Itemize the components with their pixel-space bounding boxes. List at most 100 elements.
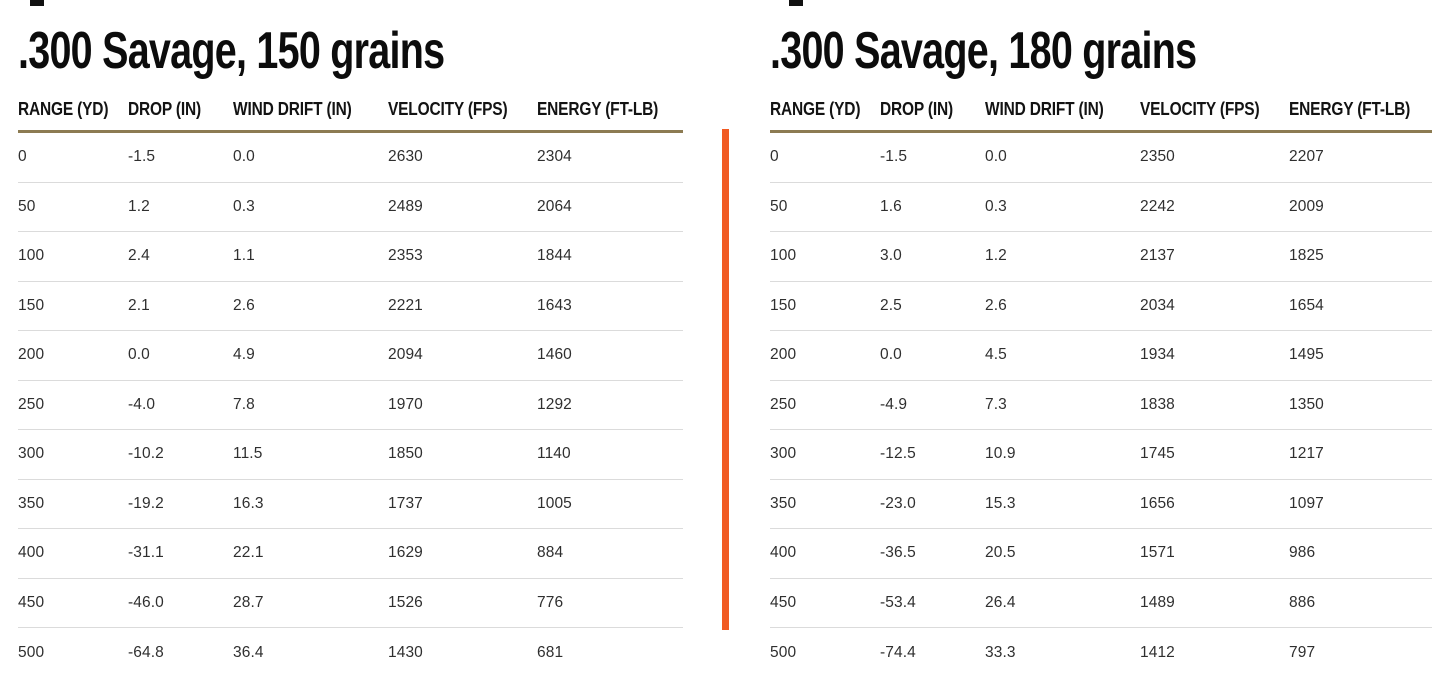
column-header: RANGE (YD)	[18, 99, 109, 119]
table-cell: 50	[18, 197, 36, 215]
table-cell: -36.5	[880, 544, 916, 562]
column-header: ENERGY (FT-LB)	[1289, 99, 1411, 119]
table-cell: 0	[18, 148, 27, 166]
table-cell: 1656	[1140, 494, 1175, 512]
cropped-element-remnant	[30, 0, 44, 6]
column-header: VELOCITY (FPS)	[1140, 99, 1260, 119]
table-cell: 2.6	[985, 296, 1007, 314]
table-cell: 100	[18, 247, 45, 265]
table-cell: 250	[18, 395, 45, 413]
table-row: 150 2.5 2.6 2034 1654	[770, 282, 1432, 331]
table-cell: 2137	[1140, 247, 1175, 265]
table-cell: 2630	[388, 148, 423, 166]
table-cell: 4.5	[985, 346, 1007, 364]
table-cell: 2.5	[880, 296, 902, 314]
table-cell: 2207	[1289, 148, 1324, 166]
table-cell: 1737	[388, 494, 423, 512]
column-header: WIND DRIFT (IN)	[985, 99, 1104, 119]
table-cell: 1097	[1289, 494, 1324, 512]
table-body: 0 -1.5 0.0 2350 2207 50 1.6 0.3 2242 2009 100 3.0 1.…	[770, 133, 1432, 678]
table-cell: 100	[770, 247, 797, 265]
table-row: 0 -1.5 0.0 2350 2207	[770, 133, 1432, 183]
table-row: 400 -36.5 20.5 1571 986	[770, 529, 1432, 579]
table-cell: 2.4	[128, 247, 150, 265]
table-cell: 1571	[1140, 544, 1175, 562]
table-cell: 0.0	[128, 346, 150, 364]
table-row: 450 -53.4 26.4 1489 886	[770, 579, 1432, 628]
table-cell: 150	[770, 296, 797, 314]
table-cell: 50	[770, 197, 788, 215]
table-cell: -53.4	[880, 593, 916, 611]
table-row: 400 -31.1 22.1 1629 884	[18, 529, 683, 579]
table-row: 200 0.0 4.5 1934 1495	[770, 331, 1432, 381]
table-row: 500 -74.4 33.3 1412 797	[770, 628, 1432, 678]
table-cell: -74.4	[880, 643, 916, 661]
table-cell: 450	[770, 593, 797, 611]
table-row: 350 -23.0 15.3 1656 1097	[770, 480, 1432, 529]
table-cell: -4.0	[128, 395, 156, 413]
table-cell: 10.9	[985, 445, 1016, 463]
table-cell: 1629	[388, 544, 423, 562]
table-cell: 0.3	[233, 197, 255, 215]
table-cell: 1850	[388, 445, 423, 463]
table-cell: 11.5	[233, 445, 263, 463]
table-cell: 1844	[537, 247, 572, 265]
table-row: 100 2.4 1.1 2353 1844	[18, 232, 683, 282]
table-cell: 2221	[388, 296, 423, 314]
table-cell: 1460	[537, 346, 572, 364]
table-cell: 4.9	[233, 346, 255, 364]
table-cell: 450	[18, 593, 45, 611]
table-header-row: RANGE (YD) DROP (IN) WIND DRIFT (IN) VELOCI…	[770, 100, 1432, 133]
table-row: 250 -4.9 7.3 1838 1350	[770, 381, 1432, 430]
table-cell: 350	[18, 494, 45, 512]
table-cell: 986	[1289, 544, 1316, 562]
table-cell: 0.0	[880, 346, 902, 364]
table-row: 450 -46.0 28.7 1526 776	[18, 579, 683, 628]
table-cell: 20.5	[985, 544, 1016, 562]
table-title-180-grains: .300 Savage, 180 grains	[770, 22, 1197, 80]
table-cell: 0	[770, 148, 779, 166]
table-cell: 2353	[388, 247, 423, 265]
table-row: 300 -12.5 10.9 1745 1217	[770, 430, 1432, 480]
table-cell: 15.3	[985, 494, 1016, 512]
table-row: 50 1.2 0.3 2489 2064	[18, 183, 683, 232]
table-cell: -4.9	[880, 395, 908, 413]
table-cell: -1.5	[880, 148, 908, 166]
table-cell: 350	[770, 494, 797, 512]
table-cell: 776	[537, 593, 564, 611]
table-cell: 7.3	[985, 395, 1007, 413]
table-cell: 1654	[1289, 296, 1324, 314]
table-cell: 1.6	[880, 197, 902, 215]
table-cell: 1.1	[233, 247, 255, 265]
table-body: 0 -1.5 0.0 2630 2304 50 1.2 0.3 2489 2064 100 2.4 1.…	[18, 133, 683, 678]
table-cell: -64.8	[128, 643, 164, 661]
table-cell: 200	[770, 346, 797, 364]
table-cell: -1.5	[128, 148, 156, 166]
table-cell: 7.8	[233, 395, 255, 413]
table-cell: 36.4	[233, 643, 264, 661]
table-cell: 886	[1289, 593, 1316, 611]
table-cell: 797	[1289, 643, 1316, 661]
table-cell: 0.0	[233, 148, 255, 166]
column-header: DROP (IN)	[128, 99, 201, 119]
column-header: DROP (IN)	[880, 99, 953, 119]
table-cell: 0.3	[985, 197, 1007, 215]
table-row: 50 1.6 0.3 2242 2009	[770, 183, 1432, 232]
table-row: 250 -4.0 7.8 1970 1292	[18, 381, 683, 430]
table-cell: -12.5	[880, 445, 916, 463]
table-cell: 1292	[537, 395, 572, 413]
column-header: VELOCITY (FPS)	[388, 99, 508, 119]
table-row: 0 -1.5 0.0 2630 2304	[18, 133, 683, 183]
table-cell: 2.1	[128, 296, 150, 314]
table-cell: 300	[770, 445, 797, 463]
table-row: 150 2.1 2.6 2221 1643	[18, 282, 683, 331]
table-cell: 22.1	[233, 544, 264, 562]
table-section-180-grains: .300 Savage, 180 grains RANGE (YD) DROP (…	[770, 0, 1432, 678]
table-cell: 681	[537, 643, 564, 661]
table-cell: 1489	[1140, 593, 1175, 611]
table-cell: -19.2	[128, 494, 164, 512]
table-cell: 1430	[388, 643, 423, 661]
table-row: 500 -64.8 36.4 1430 681	[18, 628, 683, 678]
table-cell: 2489	[388, 197, 423, 215]
